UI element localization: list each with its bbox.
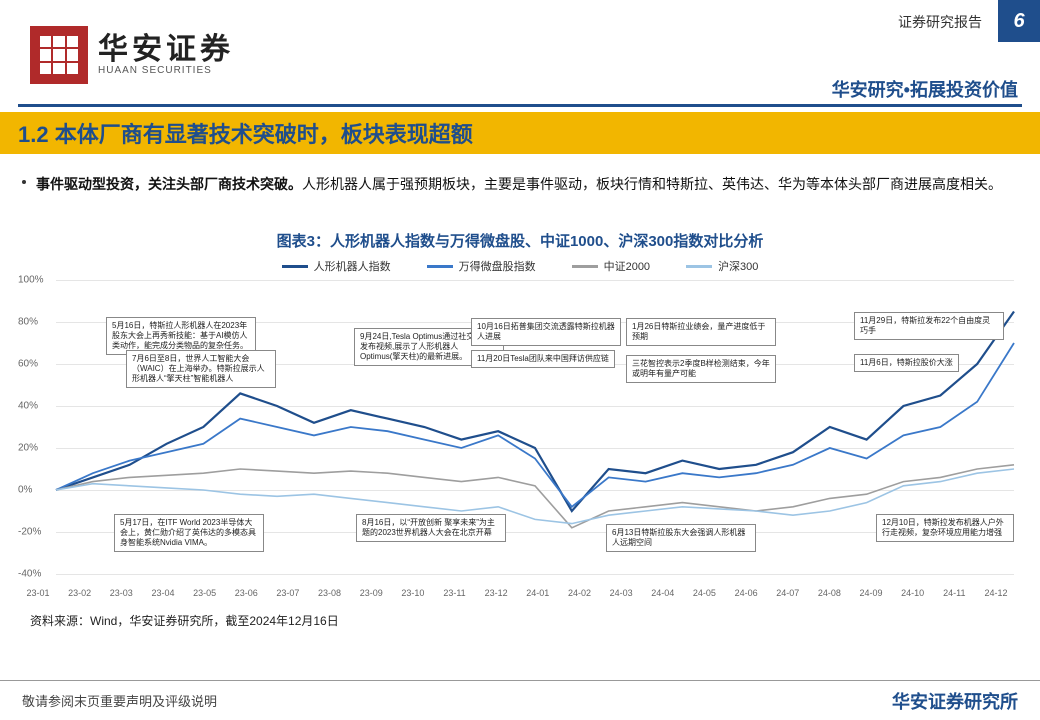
bullet-icon bbox=[22, 180, 26, 184]
x-axis-label: 24-08 bbox=[818, 588, 841, 598]
y-axis-label: 100% bbox=[18, 275, 44, 286]
legend-item: 沪深300 bbox=[686, 258, 758, 274]
section-title: 1.2 本体厂商有显著技术突破时，板块表现超额 bbox=[18, 117, 473, 149]
annotation-callout: 11月20日Tesla团队来中国拜访供应链 bbox=[471, 350, 615, 368]
section-title-bar: 1.2 本体厂商有显著技术突破时，板块表现超额 bbox=[0, 112, 1040, 154]
source: 资料来源：Wind，华安证券研究所，截至2024年12月16日 bbox=[30, 612, 339, 629]
page-number: 6 bbox=[998, 0, 1040, 42]
x-axis-label: 24-09 bbox=[860, 588, 883, 598]
footer: 敬请参阅末页重要声明及评级说明 华安证券研究所 bbox=[0, 680, 1040, 720]
chart: 人形机器人指数 万得微盘股指数 中证2000 沪深300 5月16日，特斯拉人形机器人… bbox=[18, 258, 1022, 598]
y-axis-label: -40% bbox=[18, 569, 41, 580]
annotation-callout: 12月10日，特斯拉发布机器人户外行走视频，复杂环境应用能力增强 bbox=[876, 514, 1014, 542]
plot-area: 5月16日，特斯拉人形机器人在2023年股东大会上再秀新技能：基于AI模仿人类动… bbox=[56, 280, 1014, 574]
annotation-callout: 7月6日至8日，世界人工智能大会（WAIC）在上海举办。特斯拉展示人形机器人“擎… bbox=[126, 350, 276, 388]
y-axis-label: 0% bbox=[18, 485, 32, 496]
x-axis-label: 23-04 bbox=[151, 588, 174, 598]
company-name-cn: 华安证券 bbox=[98, 35, 234, 65]
header-rule bbox=[18, 104, 1022, 107]
x-axis-label: 24-10 bbox=[901, 588, 924, 598]
body-paragraph: 事件驱动型投资，关注头部厂商技术突破。人形机器人属于强预期板块，主要是事件驱动，… bbox=[36, 172, 1004, 197]
x-axis-label: 24-02 bbox=[568, 588, 591, 598]
x-axis-label: 23-05 bbox=[193, 588, 216, 598]
x-axis-label: 23-11 bbox=[443, 588, 465, 598]
x-axis-label: 24-05 bbox=[693, 588, 716, 598]
x-axis-label: 23-06 bbox=[235, 588, 258, 598]
x-axis-label: 23-10 bbox=[401, 588, 424, 598]
y-axis-label: -20% bbox=[18, 527, 41, 538]
y-axis-label: 60% bbox=[18, 359, 38, 370]
body-bold: 事件驱动型投资，关注头部厂商技术突破。 bbox=[36, 176, 302, 192]
chart-legend: 人形机器人指数 万得微盘股指数 中证2000 沪深300 bbox=[18, 258, 1022, 274]
research-institute: 华安证券研究所 bbox=[892, 688, 1018, 714]
x-axis-label: 23-08 bbox=[318, 588, 341, 598]
annotation-callout: 11月29日，特斯拉发布22个自由度灵巧手 bbox=[854, 312, 1004, 340]
x-axis-label: 23-07 bbox=[276, 588, 299, 598]
disclaimer: 敬请参阅末页重要声明及评级说明 bbox=[22, 691, 217, 710]
x-axis-label: 24-12 bbox=[984, 588, 1007, 598]
legend-item: 中证2000 bbox=[572, 258, 650, 274]
annotation-callout: 6月13日特斯拉股东大会强调人形机器人远期空间 bbox=[606, 524, 756, 552]
x-axis-label: 23-03 bbox=[110, 588, 133, 598]
company-name-en: HUAAN SECURITIES bbox=[98, 65, 234, 76]
report-type: 证券研究报告 bbox=[898, 12, 982, 32]
chart-title: 图表3：人形机器人指数与万得微盘股、中证1000、沪深300指数对比分析 bbox=[0, 230, 1040, 251]
x-axis-label: 23-09 bbox=[360, 588, 383, 598]
annotation-callout: 11月6日，特斯拉股价大涨 bbox=[854, 354, 959, 372]
body-rest: 人形机器人属于强预期板块，主要是事件驱动，板块行情和特斯拉、英伟达、华为等本体头… bbox=[302, 176, 1002, 192]
logo: 华安证券 HUAAN SECURITIES bbox=[30, 26, 234, 84]
x-axis-label: 23-12 bbox=[485, 588, 508, 598]
x-axis-label: 24-03 bbox=[610, 588, 633, 598]
x-axis-label: 24-04 bbox=[651, 588, 674, 598]
tagline: 华安研究•拓展投资价值 bbox=[832, 76, 1018, 102]
annotation-callout: 1月26日特斯拉业绩会，量产进度低于预期 bbox=[626, 318, 776, 346]
gridline bbox=[56, 574, 1014, 575]
x-axis-label: 24-07 bbox=[776, 588, 799, 598]
y-axis-label: 20% bbox=[18, 443, 38, 454]
legend-item: 万得微盘股指数 bbox=[427, 258, 536, 274]
x-axis-label: 23-02 bbox=[68, 588, 91, 598]
annotation-callout: 10月16日拓普集团交流透露特斯拉机器人进展 bbox=[471, 318, 621, 346]
x-axis-label: 24-01 bbox=[526, 588, 549, 598]
logo-mark bbox=[30, 26, 88, 84]
x-axis-label: 23-01 bbox=[26, 588, 49, 598]
legend-item: 人形机器人指数 bbox=[282, 258, 391, 274]
x-axis-label: 24-06 bbox=[735, 588, 758, 598]
annotation-callout: 5月17日，在ITF World 2023半导体大会上，黄仁勋介绍了英伟达的多模… bbox=[114, 514, 264, 552]
annotation-callout: 8月16日，以“开放创新 聚享未来”为主题的2023世界机器人大会在北京开幕 bbox=[356, 514, 506, 542]
x-axis-label: 24-11 bbox=[943, 588, 965, 598]
y-axis-label: 80% bbox=[18, 317, 38, 328]
y-axis-label: 40% bbox=[18, 401, 38, 412]
annotation-callout: 三花智控表示2季度B样检测结束，今年或明年有量产可能 bbox=[626, 355, 776, 383]
